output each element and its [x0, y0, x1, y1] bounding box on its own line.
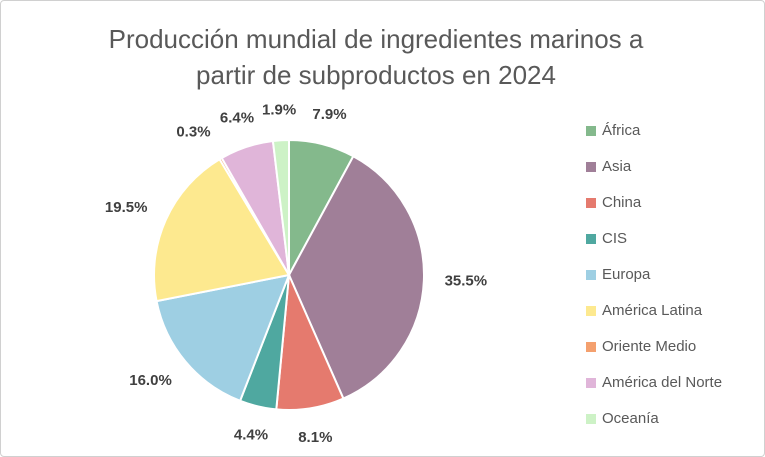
legend-label: CIS: [602, 230, 627, 247]
legend-label: Asia: [602, 158, 632, 175]
value-label: 35.5%: [445, 273, 488, 290]
value-label: 7.9%: [312, 106, 346, 123]
legend-swatch: [586, 270, 596, 280]
chart-title: Producción mundial de ingredientes marin…: [108, 24, 644, 90]
pie-slice: [287, 154, 425, 400]
legend-swatch: [586, 126, 596, 136]
value-label: 1.9%: [262, 101, 296, 118]
legend-swatch: [586, 162, 596, 172]
value-label: 6.4%: [220, 109, 254, 126]
legend-label: Europa: [602, 266, 651, 283]
pie-slice: [155, 273, 291, 403]
value-label: 8.1%: [298, 429, 332, 446]
legend-swatch: [586, 342, 596, 352]
legend-swatch: [586, 306, 596, 316]
legend-swatch: [586, 414, 596, 424]
value-label: 16.0%: [129, 372, 172, 389]
legend-label: China: [602, 194, 642, 211]
pie-slice: [271, 138, 290, 276]
legend-label: África: [602, 122, 641, 139]
legend-swatch: [586, 198, 596, 208]
value-label: 0.3%: [176, 124, 210, 141]
legend-label: Oceanía: [602, 410, 659, 427]
value-label: 19.5%: [105, 199, 148, 216]
legend-label: América Latina: [602, 302, 703, 319]
legend-swatch: [586, 378, 596, 388]
legend-label: América del Norte: [602, 374, 722, 391]
legend-swatch: [586, 234, 596, 244]
pie-slice: [153, 157, 291, 303]
legend-label: Oriente Medio: [602, 338, 696, 355]
value-label: 4.4%: [234, 427, 268, 444]
